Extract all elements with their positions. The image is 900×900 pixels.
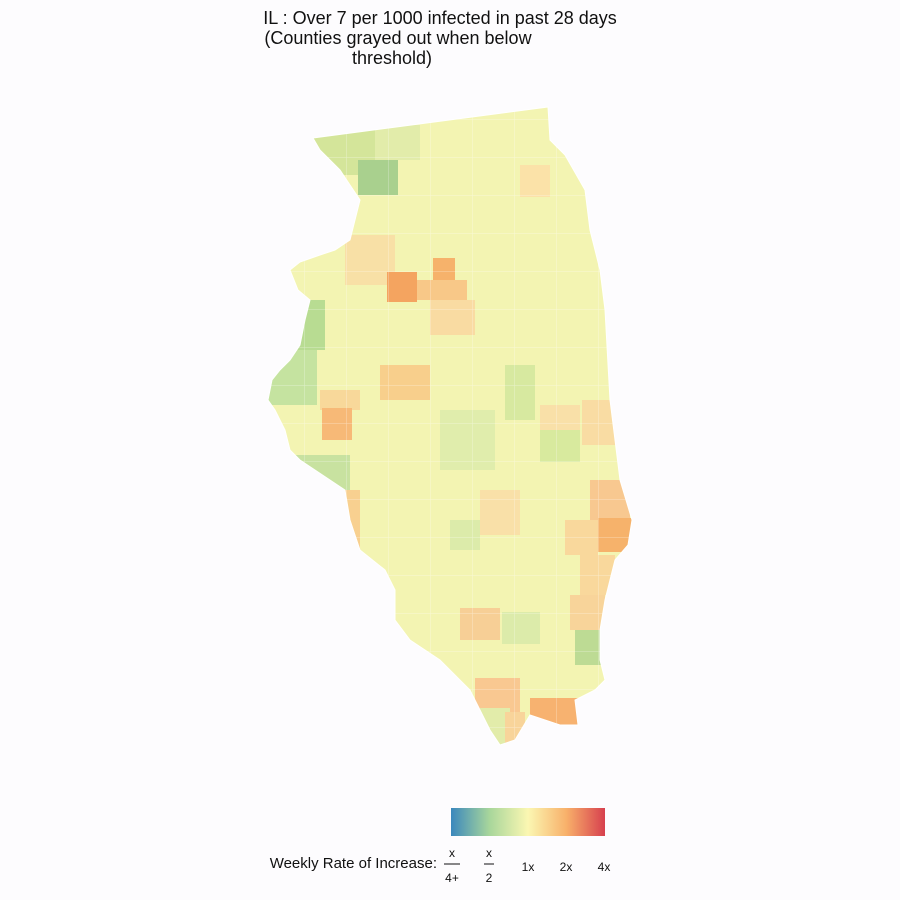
title-line: IL : Over 7 per 1000 infected in past 28… <box>263 8 617 28</box>
tick-denominator: 2 <box>486 871 493 885</box>
tick-label: 4x <box>598 860 611 874</box>
tick-label: 1x <box>522 860 535 874</box>
tick-denominator: 4+ <box>445 871 459 885</box>
illinois-map <box>268 107 632 745</box>
tick-label: 2x <box>560 860 573 874</box>
color-scale <box>451 808 605 836</box>
tick-numerator: x <box>449 846 455 860</box>
title-line: (Counties grayed out when below <box>264 28 532 48</box>
tick-numerator: x <box>486 846 492 860</box>
title-line: threshold) <box>352 48 432 68</box>
legend-ticks: x 4+ x 2 1x 2x 4x <box>444 846 610 885</box>
legend-label: Weekly Rate of Increase: <box>270 855 437 872</box>
